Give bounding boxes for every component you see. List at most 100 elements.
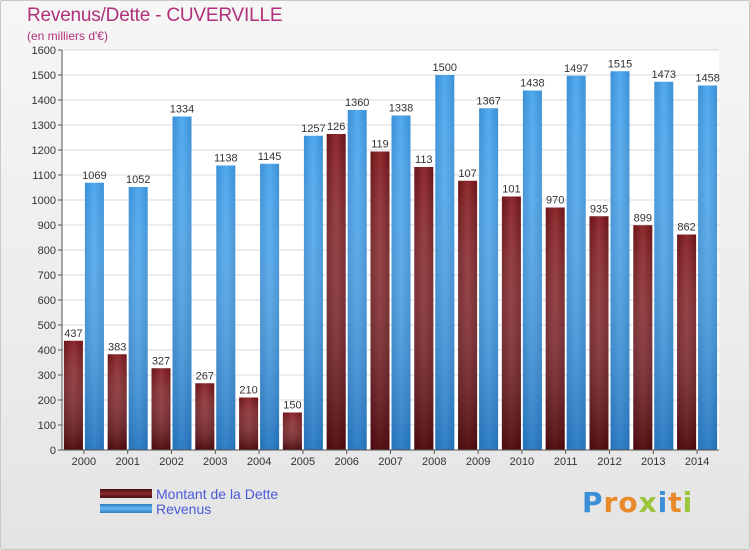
data-label-revenus: 1338 [389,103,413,115]
legend-swatch-dette [100,489,152,498]
bar-dette-shade [63,340,83,450]
y-tick-label: 1500 [32,70,56,82]
x-tick-label: 2009 [466,456,490,468]
data-label-revenus: 1334 [170,104,194,116]
y-tick-label: 1200 [32,145,56,157]
bar-revenus-shade [391,115,411,450]
x-tick-label: 2012 [597,456,621,468]
data-label-dette: 267 [196,370,214,382]
bar-revenus-shade [303,135,323,450]
data-label-revenus: 1438 [520,78,544,90]
y-tick-label: 900 [38,220,56,232]
bar-revenus-shade [347,110,367,450]
x-tick-label: 2014 [685,456,709,468]
data-label-dette: 899 [634,212,652,224]
bar-dette-shade [370,151,390,450]
bar-dette-shade [545,207,565,450]
data-label-revenus: 1367 [476,95,500,107]
data-label-revenus: 1138 [214,153,238,165]
data-label-revenus: 1497 [564,63,588,75]
bar-revenus-shade [698,85,718,450]
y-tick-label: 400 [38,345,56,357]
y-tick-label: 1400 [32,95,56,107]
bar-dette-shade [326,134,346,450]
data-label-revenus: 1257 [301,123,325,135]
y-tick-label: 500 [38,320,56,332]
bar-revenus-shade [610,71,630,450]
y-tick-label: 0 [50,445,56,457]
y-tick-label: 1100 [32,170,56,182]
legend-swatch-revenus [100,504,152,513]
data-label-revenus: 1473 [652,69,676,81]
data-label-dette: 935 [590,203,608,215]
bar-revenus-shade [654,81,674,450]
x-tick-label: 2004 [247,456,271,468]
bar-revenus-shade [172,116,192,450]
data-label-dette: 970 [546,195,564,207]
data-label-dette: 101 [502,184,520,196]
bar-revenus-shade [435,75,455,450]
data-label-dette: 107 [458,168,476,180]
data-label-revenus: 1515 [608,58,632,70]
chart-subtitle: (en milliers d'€) [27,29,108,43]
x-tick-label: 2005 [291,456,315,468]
bar-dette-shade [282,412,302,450]
data-label-dette: 383 [108,341,126,353]
x-tick-label: 2003 [203,456,227,468]
data-label-dette: 119 [371,139,389,151]
y-tick-label: 1300 [32,120,56,132]
data-label-dette: 327 [152,355,170,367]
legend-label-dette: Montant de la Dette [156,486,279,502]
y-tick-label: 700 [38,270,56,282]
y-tick-label: 300 [38,370,56,382]
data-label-dette: 150 [283,400,301,412]
x-tick-label: 2008 [422,456,446,468]
bar-revenus-shade [479,108,499,450]
bar-revenus-shade [260,163,280,450]
data-label-revenus: 1052 [126,174,150,186]
chart-title: Revenus/Dette - CUVERVILLE [27,5,283,26]
bar-dette-shade [501,196,521,450]
x-tick-label: 2002 [159,456,183,468]
bar-dette-shade [633,225,653,450]
x-tick-label: 2013 [641,456,665,468]
data-label-revenus: 1069 [82,170,106,182]
bar-dette-shade [195,383,215,450]
bar-revenus-shade [216,165,236,450]
y-tick-label: 800 [38,245,56,257]
y-tick-label: 1600 [32,45,56,57]
x-tick-label: 2001 [115,456,139,468]
bar-dette-shade [151,368,171,450]
data-label-dette: 126 [327,121,345,133]
bar-dette-shade [458,180,478,450]
y-tick-label: 600 [38,295,56,307]
data-label-revenus: 1145 [258,151,282,163]
bar-dette-shade [589,216,609,450]
bar-revenus-shade [84,182,104,450]
bar-dette-shade [414,167,434,450]
proxiti-logo: Proxiti [582,486,694,519]
bar-revenus-shade [128,187,148,450]
x-tick-label: 2000 [72,456,96,468]
data-label-revenus: 1458 [695,73,719,85]
x-tick-label: 2010 [510,456,534,468]
data-label-dette: 210 [239,385,257,397]
x-tick-label: 2011 [554,456,578,468]
y-tick-label: 200 [38,395,56,407]
bar-dette-shade [677,234,697,450]
y-tick-label: 1000 [32,195,56,207]
legend-label-revenus: Revenus [156,501,212,517]
bar-dette-shade [107,354,127,450]
data-label-revenus: 1360 [345,97,369,109]
bar-dette-shade [239,397,259,450]
bar-revenus-shade [522,90,542,450]
data-label-dette: 113 [415,154,433,166]
data-label-dette: 437 [64,328,82,340]
bar-revenus-shade [566,75,586,450]
x-tick-label: 2007 [378,456,402,468]
data-label-revenus: 1500 [433,62,457,74]
y-tick-label: 100 [38,420,56,432]
x-tick-label: 2006 [334,456,358,468]
data-label-dette: 862 [677,222,695,234]
